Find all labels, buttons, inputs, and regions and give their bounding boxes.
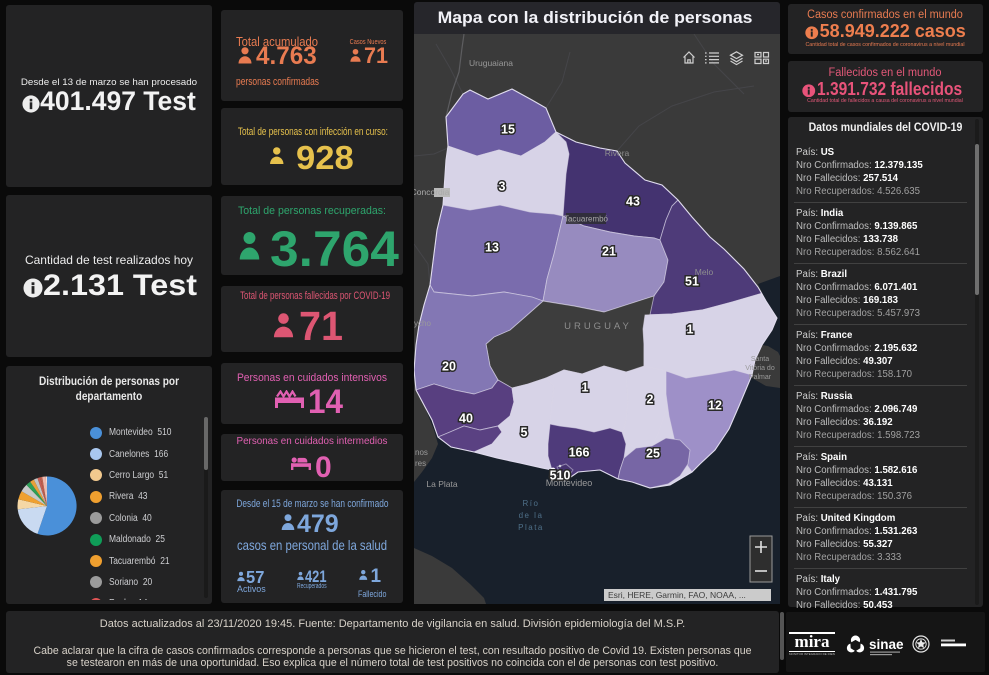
svg-text:ycho: ycho	[414, 319, 431, 328]
svg-text:51: 51	[685, 275, 699, 289]
svg-text:Vitória do: Vitória do	[745, 365, 775, 372]
svg-text:2: 2	[647, 393, 654, 407]
svg-text:Melo: Melo	[695, 267, 714, 277]
svg-text:13: 13	[485, 241, 499, 255]
svg-text:Concordia: Concordia	[414, 187, 450, 197]
svg-text:15: 15	[501, 123, 515, 137]
svg-text:Uruguaiana: Uruguaiana	[469, 58, 513, 68]
svg-text:URUGUAY: URUGUAY	[564, 321, 632, 332]
svg-text:Rivera: Rivera	[605, 148, 630, 158]
svg-text:3: 3	[499, 180, 506, 194]
svg-text:Río: Río	[523, 499, 540, 508]
svg-text:Palmar: Palmar	[749, 374, 772, 381]
svg-text:1: 1	[687, 323, 694, 337]
svg-text:5: 5	[521, 426, 528, 440]
svg-text:sinae: sinae	[869, 637, 904, 652]
svg-text:25: 25	[646, 447, 660, 461]
svg-text:1: 1	[582, 381, 589, 395]
svg-text:40: 40	[459, 412, 473, 426]
svg-text:20: 20	[442, 360, 456, 374]
svg-text:Santa: Santa	[751, 356, 769, 363]
svg-text:Tacuarembó: Tacuarembó	[564, 215, 609, 224]
svg-text:Esri, HERE, Garmin, FAO, NOAA,: Esri, HERE, Garmin, FAO, NOAA, ...	[608, 590, 746, 600]
svg-text:510: 510	[550, 469, 571, 483]
svg-text:de la: de la	[519, 511, 544, 520]
svg-text:21: 21	[602, 245, 616, 259]
svg-text:12: 12	[708, 399, 722, 413]
svg-text:nos: nos	[415, 448, 428, 457]
svg-text:Plata: Plata	[518, 523, 544, 532]
svg-text:Montevideo: Montevideo	[546, 478, 593, 488]
svg-text:166: 166	[569, 446, 590, 460]
svg-text:res: res	[415, 459, 426, 468]
svg-text:La Plata: La Plata	[426, 479, 457, 489]
svg-text:43: 43	[626, 195, 640, 209]
